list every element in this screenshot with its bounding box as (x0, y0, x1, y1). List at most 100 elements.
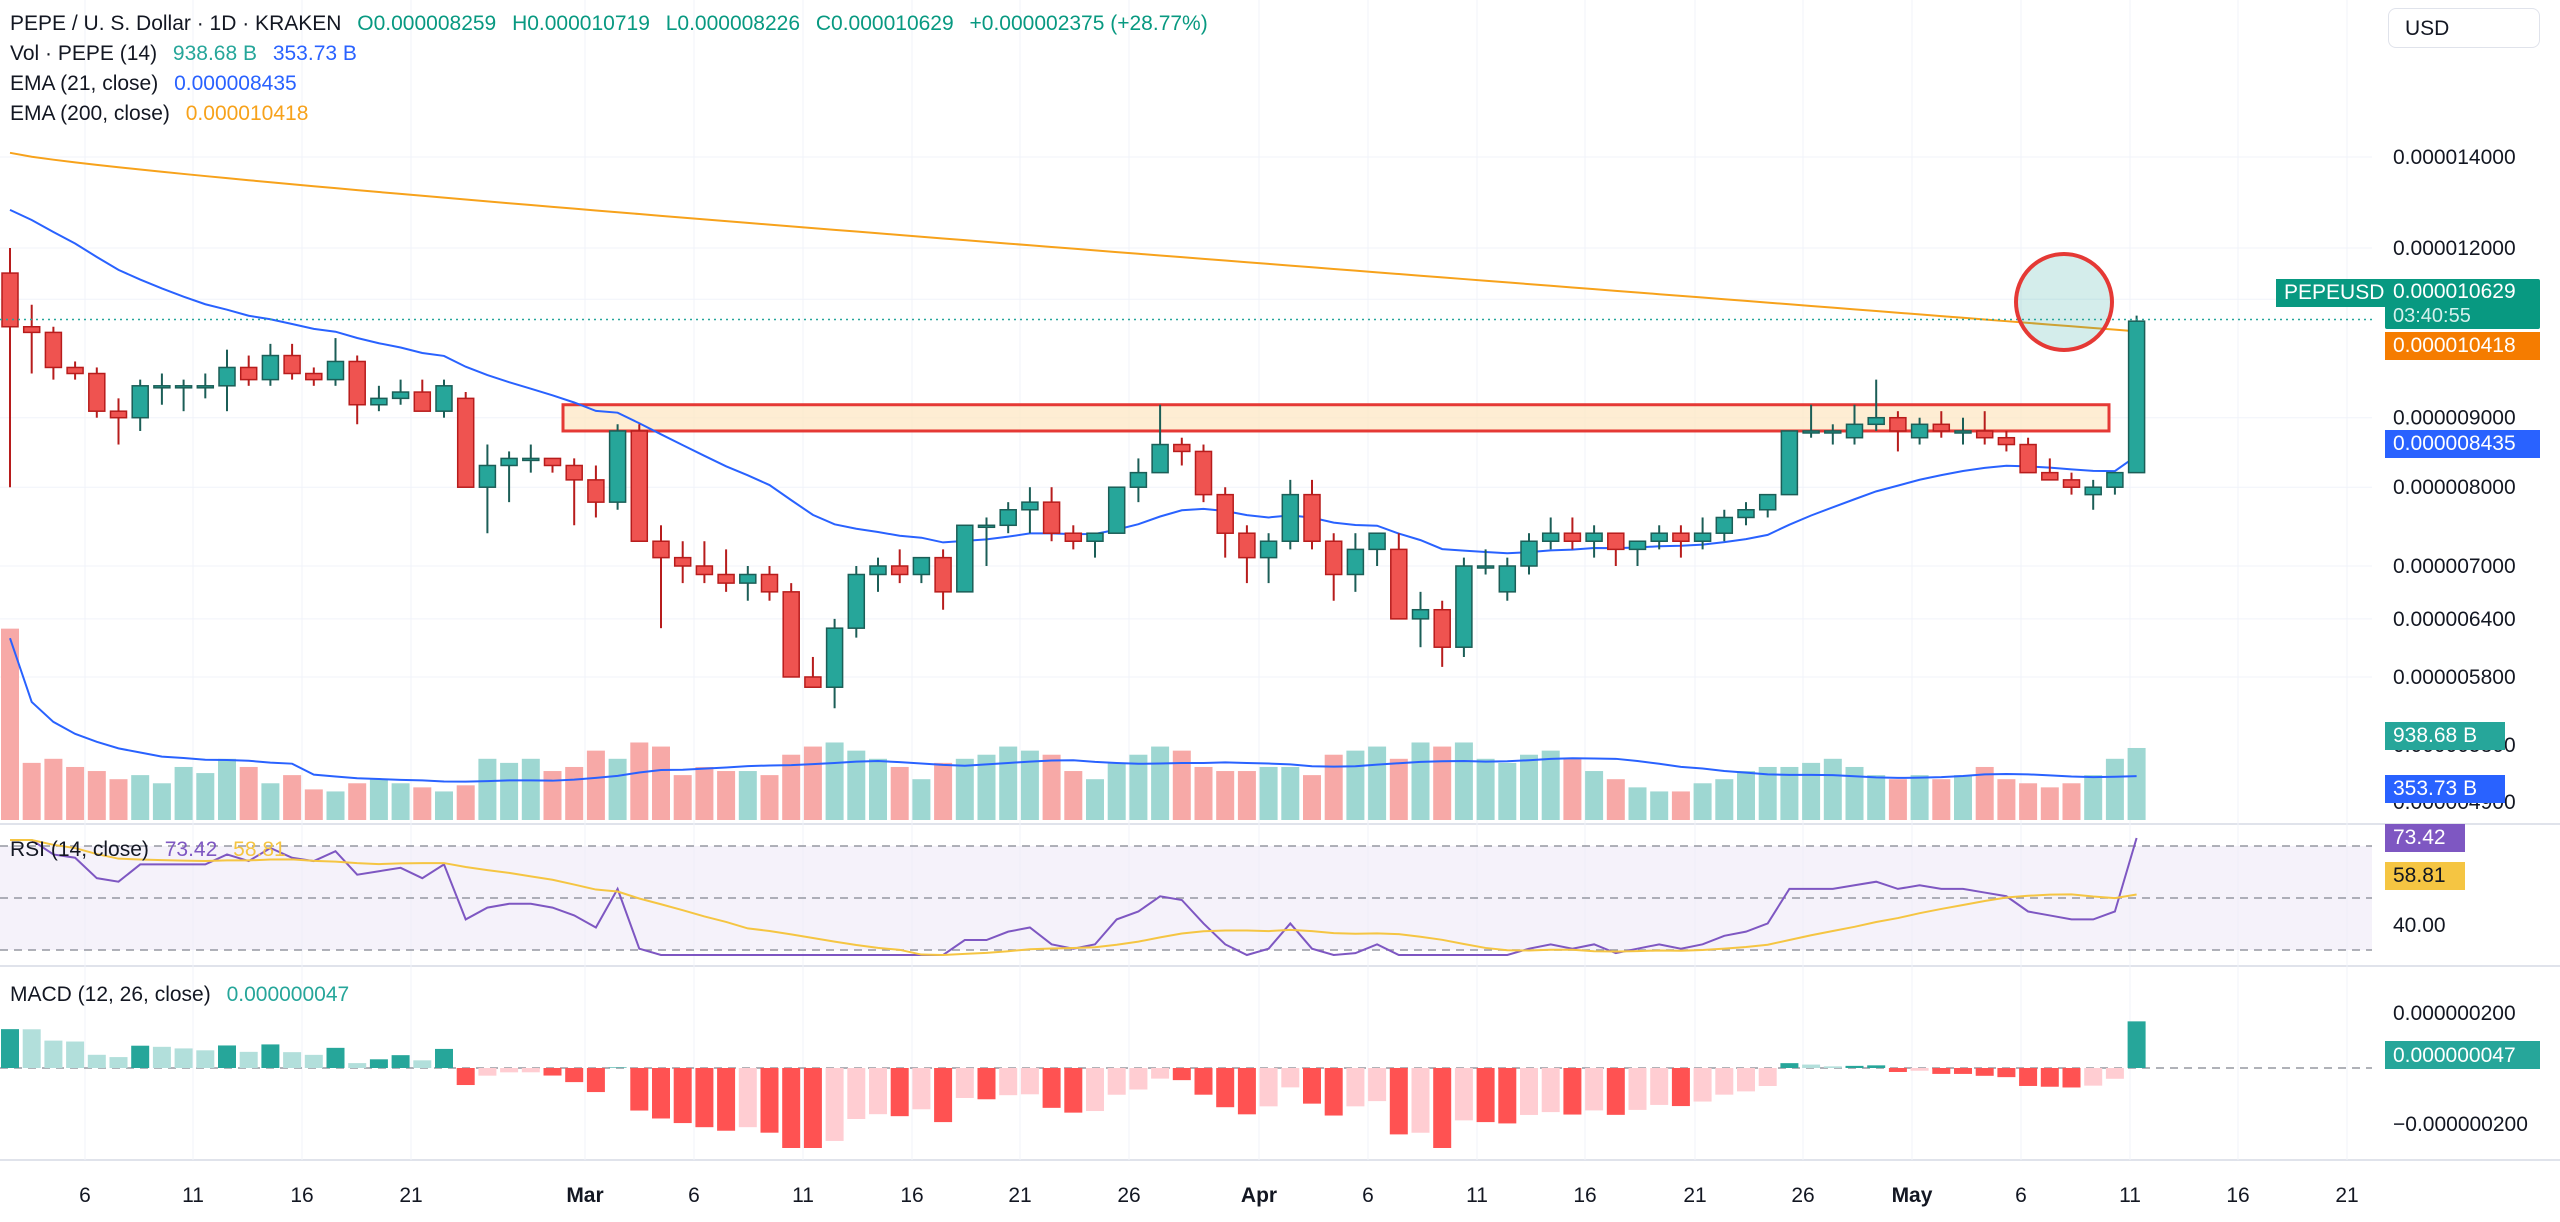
candle (717, 549, 735, 592)
volume-bar (1910, 775, 1929, 820)
candle-body (22, 326, 41, 334)
volume-bar (1064, 771, 1083, 820)
candle (1, 247, 19, 488)
volume-bar (87, 771, 106, 820)
macd-histogram-bar (87, 1054, 106, 1068)
candle (500, 451, 518, 503)
candle (1173, 437, 1191, 466)
time-axis-tick: 21 (399, 1184, 422, 1207)
candle (2041, 458, 2059, 481)
macd-histogram-bar (2040, 1068, 2059, 1087)
legend-rsi-row[interactable]: RSI (14, close) 73.42 58.81 (10, 838, 296, 862)
time-axis-tick: 16 (900, 1184, 923, 1207)
volume-ma-line (9, 637, 2137, 783)
macd-histogram-bar (1520, 1068, 1538, 1115)
candle-body (847, 573, 866, 629)
symbol-title[interactable]: PEPE / U. S. Dollar · 1D · KRAKEN (10, 12, 342, 35)
time-axis-tick: 6 (2015, 1184, 2027, 1207)
candle (1433, 600, 1451, 667)
candle (22, 304, 41, 374)
volume-bar (500, 762, 519, 820)
volume-bar (1042, 754, 1061, 820)
candle-body (673, 556, 692, 567)
candle (760, 566, 779, 601)
macd-histogram-bar (1910, 1068, 1929, 1071)
volume-bar (2019, 783, 2038, 820)
candle-body (2062, 479, 2081, 488)
candle-body (825, 627, 844, 688)
volume-bar (912, 779, 931, 820)
candle (1064, 525, 1083, 550)
legend-ema200-row[interactable]: EMA (200, close) 0.000010418 (10, 102, 318, 126)
macd-histogram-bar (1476, 1068, 1495, 1123)
candle-body (956, 524, 974, 593)
candle (1151, 404, 1169, 474)
macd-histogram-bar (1606, 1068, 1625, 1115)
volume-bar (218, 758, 236, 820)
macd-histogram-bar (1932, 1068, 1951, 1074)
volume-bar (66, 766, 85, 820)
volume-bar (261, 783, 280, 820)
candle (1129, 458, 1148, 503)
candle (999, 502, 1017, 534)
rsi-ma-line (10, 839, 2137, 957)
volume-bar (630, 742, 649, 820)
volume-bar (1498, 762, 1517, 820)
candle-body (1650, 532, 1668, 542)
legend-macd-row[interactable]: MACD (12, 26, close) 0.000000047 (10, 983, 359, 1007)
resistance-zone (561, 403, 2111, 433)
macd-histogram-bar (369, 1059, 388, 1068)
candle-body (912, 556, 931, 576)
volume-bar (435, 791, 453, 820)
volume-bar (131, 775, 150, 820)
volume-bar (283, 775, 302, 820)
candle-body (1975, 430, 1994, 439)
macd-histogram-bar (2084, 1068, 2103, 1086)
candle (1758, 493, 1777, 518)
candle (1042, 487, 1061, 542)
volume-bar (543, 771, 562, 820)
macd-histogram-bar (66, 1041, 85, 1068)
time-axis-tick: 6 (79, 1184, 91, 1207)
volume-bar (1888, 779, 1907, 820)
candle (1693, 517, 1712, 550)
macd-histogram-bar (500, 1068, 519, 1073)
macd-histogram-bar (413, 1060, 432, 1068)
macd-histogram-bar (1997, 1068, 2016, 1078)
legend-ema21-row[interactable]: EMA (21, close) 0.000008435 (10, 72, 307, 96)
candle (1498, 557, 1517, 601)
macd-histogram-bar (1151, 1068, 1170, 1079)
macd-histogram-bar (1498, 1068, 1517, 1124)
volume-bar (1541, 750, 1560, 820)
candle (348, 355, 366, 425)
candle-body (1824, 430, 1842, 434)
candle-body (131, 385, 149, 419)
candle (391, 379, 410, 405)
volume-bar (782, 754, 801, 820)
macd-histogram-bar (218, 1045, 236, 1068)
candle-body (869, 565, 887, 576)
candle-body (587, 479, 605, 503)
candle-body (652, 540, 670, 559)
legend-volume-row[interactable]: Vol · PEPE (14) 938.68 B 353.73 B (10, 42, 367, 66)
macd-histogram-bar (1541, 1068, 1560, 1113)
macd-histogram-bar (1585, 1068, 1604, 1111)
volume-bar (152, 783, 171, 820)
candle-body (1737, 509, 1755, 519)
volume-bar (1194, 766, 1213, 820)
macd-histogram-bar (1216, 1068, 1235, 1108)
candle-body (413, 391, 432, 412)
volume-bar (2084, 775, 2103, 820)
volume-bar (977, 754, 996, 820)
ohlc-change: +0.000002375 (+28.77%) (969, 12, 1208, 35)
macd-histogram-bar (1194, 1068, 1213, 1095)
ema21-value: 0.000008435 (174, 72, 297, 95)
currency-button[interactable]: USD (2388, 8, 2540, 48)
volume-bar (1520, 754, 1538, 820)
candle (88, 367, 106, 418)
rsi-ma-value: 58.81 (233, 838, 286, 861)
price-axis-tick: 0.000008000 (2393, 476, 2516, 499)
candle-body (1259, 540, 1278, 559)
